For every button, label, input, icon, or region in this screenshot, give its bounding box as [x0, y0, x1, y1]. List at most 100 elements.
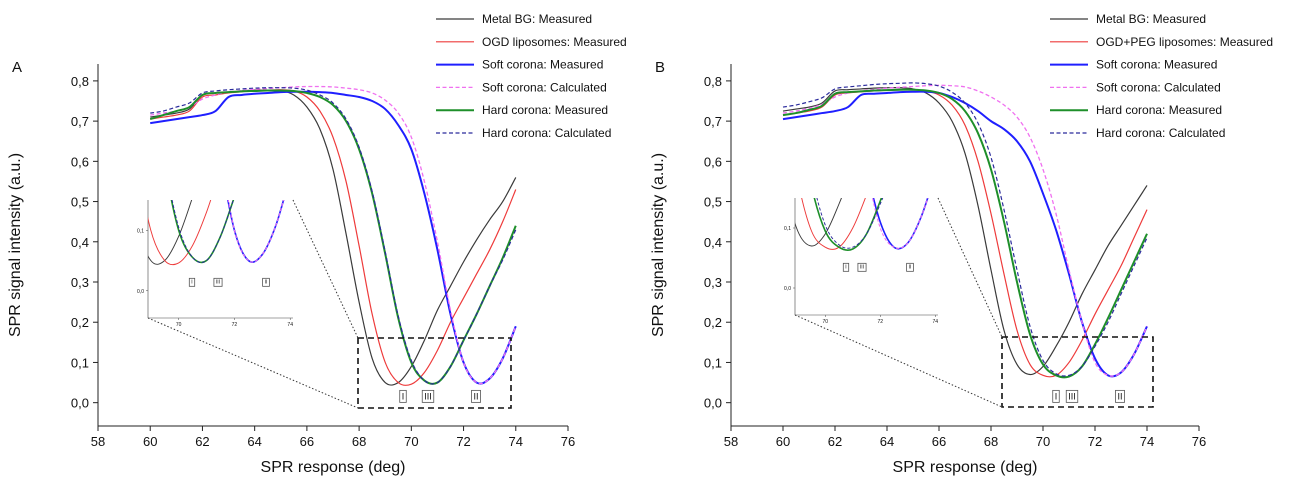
y-axis-title: SPR signal intensity (a.u.) — [7, 153, 24, 337]
legend-label: Metal BG: Measured — [482, 12, 592, 26]
annotation-box — [842, 262, 850, 272]
annotation-box — [906, 262, 914, 272]
chart-panel: B 58 60 62 64 66 68 70 72 74 76 0,0 0,1 0,2 0,3 0,4 0,5 0… — [650, 12, 1273, 476]
inset: 70 72 740,00,1I III II — [784, 198, 938, 325]
zoom-connector — [147, 317, 359, 409]
x-tick-label: 76 — [1192, 434, 1206, 449]
inset-x-tick-label: 74 — [932, 319, 938, 325]
series-line — [148, 200, 193, 265]
x-tick-label: 76 — [561, 434, 575, 449]
annotation: III — [216, 279, 220, 285]
y-tick-label: 0,5 — [704, 195, 722, 210]
x-tick-label: 74 — [1140, 434, 1154, 449]
series-line — [171, 200, 234, 264]
y-tick-label: 0,3 — [71, 275, 89, 290]
series-line — [149, 89, 517, 385]
series-line — [782, 82, 1148, 377]
y-tick-label: 0,1 — [71, 355, 89, 370]
inset-x-tick-label: 72 — [877, 319, 883, 325]
legend-label: Metal BG: Measured — [1096, 12, 1206, 26]
inset-y-tick-label: 0,1 — [784, 226, 791, 232]
x-tick-label: 58 — [724, 434, 738, 449]
legend-label: Hard corona: Calculated — [1096, 126, 1225, 140]
legend-label: Soft corona: Measured — [482, 58, 603, 72]
y-tick-label: 0,7 — [71, 114, 89, 129]
y-tick-label: 0,0 — [704, 396, 722, 411]
x-tick-label: 64 — [880, 434, 894, 449]
y-tick-label: 0,4 — [71, 235, 89, 250]
series-line — [782, 87, 1148, 376]
inset-x-tick-label: 72 — [232, 322, 238, 328]
annotation: II — [1117, 391, 1122, 401]
legend-label: Hard corona: Measured — [482, 103, 608, 117]
legend-label: Hard corona: Measured — [1096, 103, 1222, 117]
panel-label: A — [12, 59, 22, 76]
x-axis-title: SPR response (deg) — [893, 459, 1038, 476]
annotation: II — [265, 279, 268, 285]
series-line — [150, 87, 517, 385]
annotation: I — [191, 279, 192, 285]
annotation: III — [424, 391, 432, 401]
x-tick-label: 66 — [300, 434, 314, 449]
series-line — [170, 200, 235, 264]
y-tick-label: 0,8 — [704, 74, 722, 89]
y-tick-label: 0,8 — [71, 74, 89, 89]
x-tick-label: 60 — [143, 434, 157, 449]
annotation-box — [188, 277, 196, 287]
zoom-connector — [937, 197, 1003, 338]
x-tick-label: 70 — [404, 434, 418, 449]
legend-label: Soft corona: Measured — [1096, 58, 1217, 72]
y-tick-label: 0,3 — [704, 275, 722, 290]
annotation-box — [857, 262, 867, 272]
x-tick-label: 58 — [91, 434, 105, 449]
inset: 70 72 740,00,1I III II — [137, 200, 293, 328]
annotation-box — [262, 277, 270, 287]
annotation: III — [860, 264, 864, 270]
y-tick-label: 0,5 — [71, 195, 89, 210]
legend-label: Soft corona: Calculated — [482, 80, 607, 94]
annotation-box — [399, 389, 407, 403]
x-tick-label: 74 — [509, 434, 523, 449]
x-tick-label: 68 — [984, 434, 998, 449]
inset-y-tick-label: 0,1 — [137, 228, 144, 234]
x-tick-label: 62 — [195, 434, 209, 449]
annotation: II — [909, 264, 912, 270]
y-tick-label: 0,4 — [704, 235, 722, 250]
series-line — [148, 200, 212, 266]
annotation-box — [421, 389, 435, 403]
legend-label: OGD+PEG liposomes: Measured — [1096, 35, 1273, 49]
legend: Metal BG: Measured OGD+PEG liposomes: Mea… — [1050, 12, 1273, 140]
series-line — [150, 89, 517, 386]
legend: Metal BG: Measured OGD liposomes: Measure… — [436, 12, 627, 140]
y-tick-label: 0,7 — [704, 114, 722, 129]
inset-y-tick-label: 0,0 — [137, 289, 144, 295]
inset-y-tick-label: 0,0 — [784, 286, 791, 292]
zoom-box — [1001, 336, 1154, 408]
series-line — [150, 85, 517, 385]
x-tick-label: 70 — [1036, 434, 1050, 449]
annotation: II — [473, 391, 478, 401]
annotation-box — [213, 277, 223, 287]
zoom-connector — [794, 314, 1003, 408]
zoom-connector — [292, 199, 359, 339]
inset-plot — [148, 200, 285, 266]
x-tick-label: 66 — [932, 434, 946, 449]
x-axis-title: SPR response (deg) — [261, 459, 406, 476]
series-line — [782, 84, 1148, 377]
x-tick-label: 72 — [1088, 434, 1102, 449]
x-tick-label: 60 — [776, 434, 790, 449]
inset-plot — [795, 198, 929, 251]
y-tick-label: 0,2 — [704, 315, 722, 330]
y-tick-label: 0,6 — [71, 154, 89, 169]
y-axis-title: SPR signal intensity (a.u.) — [650, 153, 667, 337]
annotation-box — [1065, 389, 1079, 403]
inset-x-tick-label: 74 — [287, 322, 293, 328]
legend-label: Soft corona: Calculated — [1096, 80, 1221, 94]
series-line — [227, 200, 285, 263]
annotation: III — [1068, 391, 1076, 401]
legend-label: Hard corona: Calculated — [482, 126, 611, 140]
annotation-box — [471, 389, 481, 403]
panel-label: B — [655, 59, 665, 76]
